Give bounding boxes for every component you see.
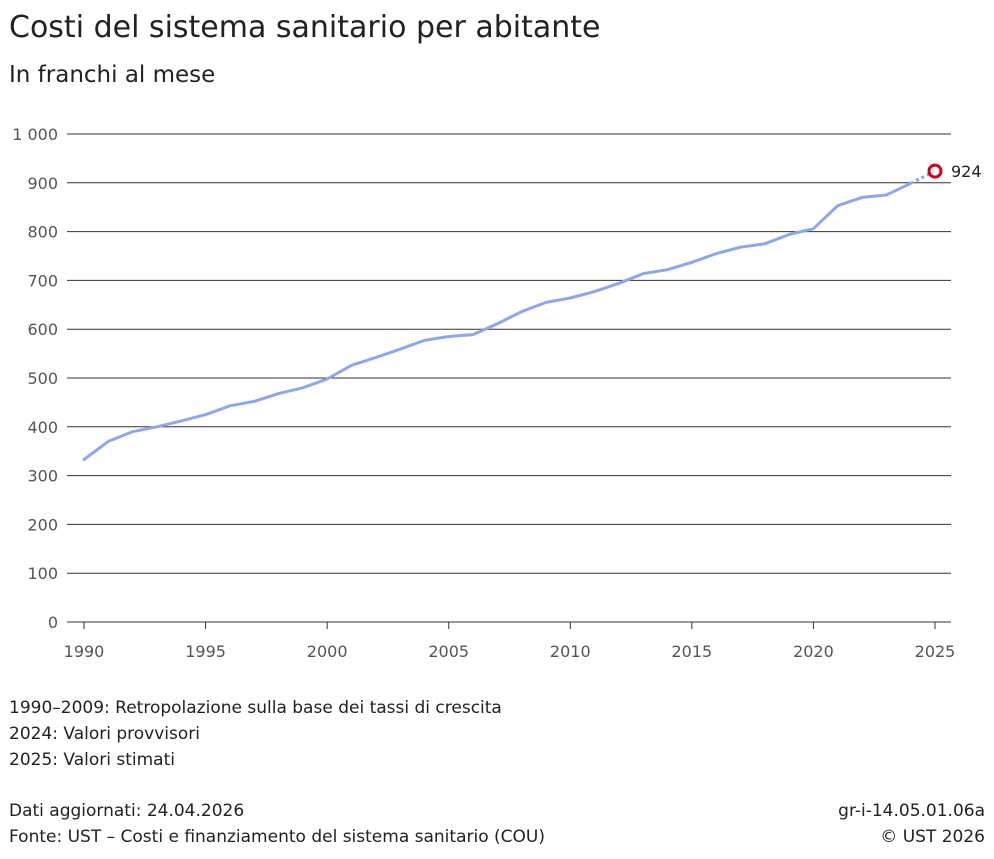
data-point-2020 (811, 227, 815, 231)
data-point-1997 (252, 399, 256, 403)
y-tick-label-400: 400 (27, 418, 58, 437)
x-tick-label-2020: 2020 (793, 642, 834, 661)
footer-left: Dati aggiornati: 24.04.2026 Fonte: UST –… (9, 798, 545, 850)
chart-subtitle: In franchi al mese (9, 62, 216, 88)
data-point-2005 (447, 335, 451, 339)
data-point-2017 (738, 245, 742, 249)
x-tick-label-2010: 2010 (550, 642, 591, 661)
data-point-1992 (131, 430, 135, 434)
data-point-2003 (398, 347, 402, 351)
chart-title: Costi del sistema sanitario per abitante (9, 10, 601, 45)
data-point-2011 (593, 290, 597, 294)
gridlines (67, 133, 951, 623)
data-point-2006 (471, 333, 475, 337)
data-point-2024 (909, 181, 913, 185)
data-point-2010 (568, 296, 572, 300)
x-tick-label-2000: 2000 (307, 642, 348, 661)
x-tick-label-2005: 2005 (428, 642, 469, 661)
data-point-1990 (82, 457, 86, 461)
x-tick-label-1990: 1990 (64, 642, 105, 661)
y-tick-label-600: 600 (27, 320, 58, 339)
data-point-2018 (763, 242, 767, 246)
data-point-1993 (155, 425, 159, 429)
data-point-1991 (106, 439, 110, 443)
chart-notes: 1990–2009: Retropolazione sulla base dei… (9, 695, 502, 773)
footer-right: gr-i-14.05.01.06a © UST 2026 (838, 798, 985, 850)
data-point-2013 (641, 272, 645, 276)
data-point-2014 (666, 268, 670, 272)
data-point-2016 (714, 252, 718, 256)
data-point-2012 (617, 281, 621, 285)
x-tick-label-2015: 2015 (671, 642, 712, 661)
data-point-2007 (495, 322, 499, 326)
data-point-2022 (860, 195, 864, 199)
data-point-1994 (179, 419, 183, 423)
data-point-1995 (204, 413, 208, 417)
note-estimated: 2025: Valori stimati (9, 750, 175, 770)
y-tick-label-200: 200 (27, 515, 58, 534)
data-point-1996 (228, 404, 232, 408)
highlight-value-label: 924 (951, 162, 982, 181)
note-retropolation: 1990–2009: Retropolazione sulla base dei… (9, 698, 502, 718)
y-axis-labels: 0 100 200 300 400 500 600 700 800 900 1 000 (12, 125, 58, 632)
x-axis: 1990 1995 2000 2005 2010 2015 2020 2025 (64, 622, 956, 661)
data-updated: Dati aggiornati: 24.04.2026 (9, 801, 245, 821)
highlight-marker (927, 163, 943, 179)
data-source: Fonte: UST – Costi e finanziamento del s… (9, 827, 545, 847)
data-point-2002 (374, 356, 378, 360)
y-tick-label-500: 500 (27, 369, 58, 388)
note-provisional: 2024: Valori provvisori (9, 724, 200, 744)
data-points: 924 (82, 162, 982, 461)
x-tick-label-2025: 2025 (915, 642, 956, 661)
y-tick-label-800: 800 (27, 223, 58, 242)
data-point-2023 (884, 193, 888, 197)
series-line (82, 181, 913, 461)
y-tick-label-700: 700 (27, 271, 58, 290)
data-point-2000 (325, 377, 329, 381)
chart-code: gr-i-14.05.01.06a (838, 801, 985, 821)
data-point-1998 (277, 392, 281, 396)
data-point-2004 (422, 338, 426, 342)
series-line-estimated (910, 169, 936, 185)
data-point-2001 (349, 363, 353, 367)
y-tick-label-900: 900 (27, 174, 58, 193)
data-point-1999 (301, 386, 305, 390)
data-point-2015 (690, 260, 694, 264)
data-point-2021 (836, 204, 840, 208)
y-tick-label-1000: 1 000 (12, 125, 58, 144)
x-tick-label-1995: 1995 (185, 642, 226, 661)
series (82, 169, 936, 461)
copyright: © UST 2026 (880, 827, 985, 847)
data-point-2009 (544, 300, 548, 304)
y-tick-label-0: 0 (48, 613, 58, 632)
y-tick-label-100: 100 (27, 564, 58, 583)
data-point-2019 (787, 233, 791, 237)
data-point-2008 (520, 310, 524, 314)
y-tick-label-300: 300 (27, 467, 58, 486)
